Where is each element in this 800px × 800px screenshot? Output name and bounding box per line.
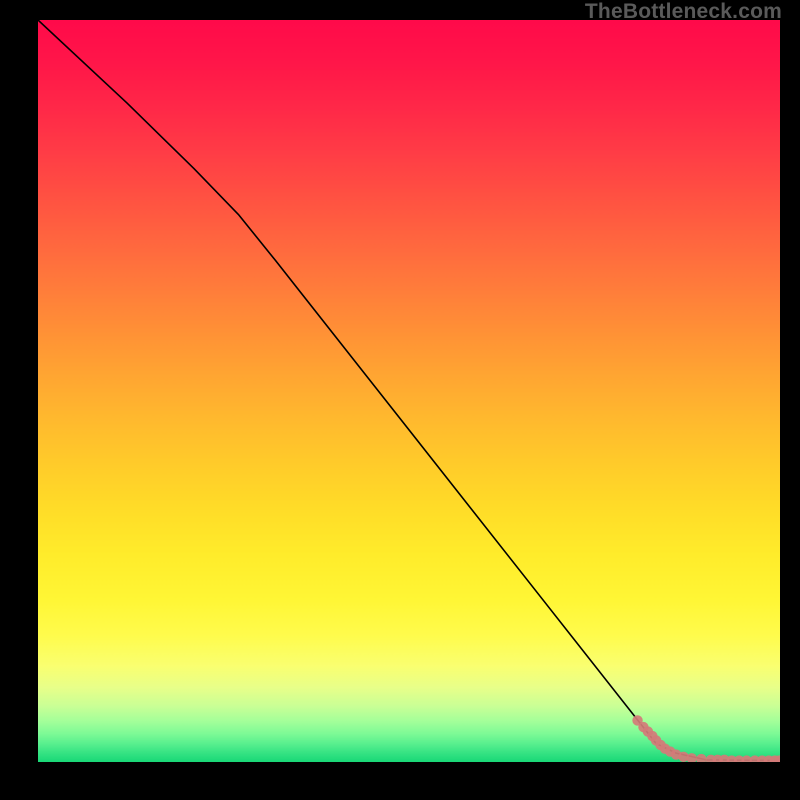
watermark-text: TheBottleneck.com [585,0,782,24]
chart-root: TheBottleneck.com [0,0,800,800]
gradient-background [38,20,780,762]
